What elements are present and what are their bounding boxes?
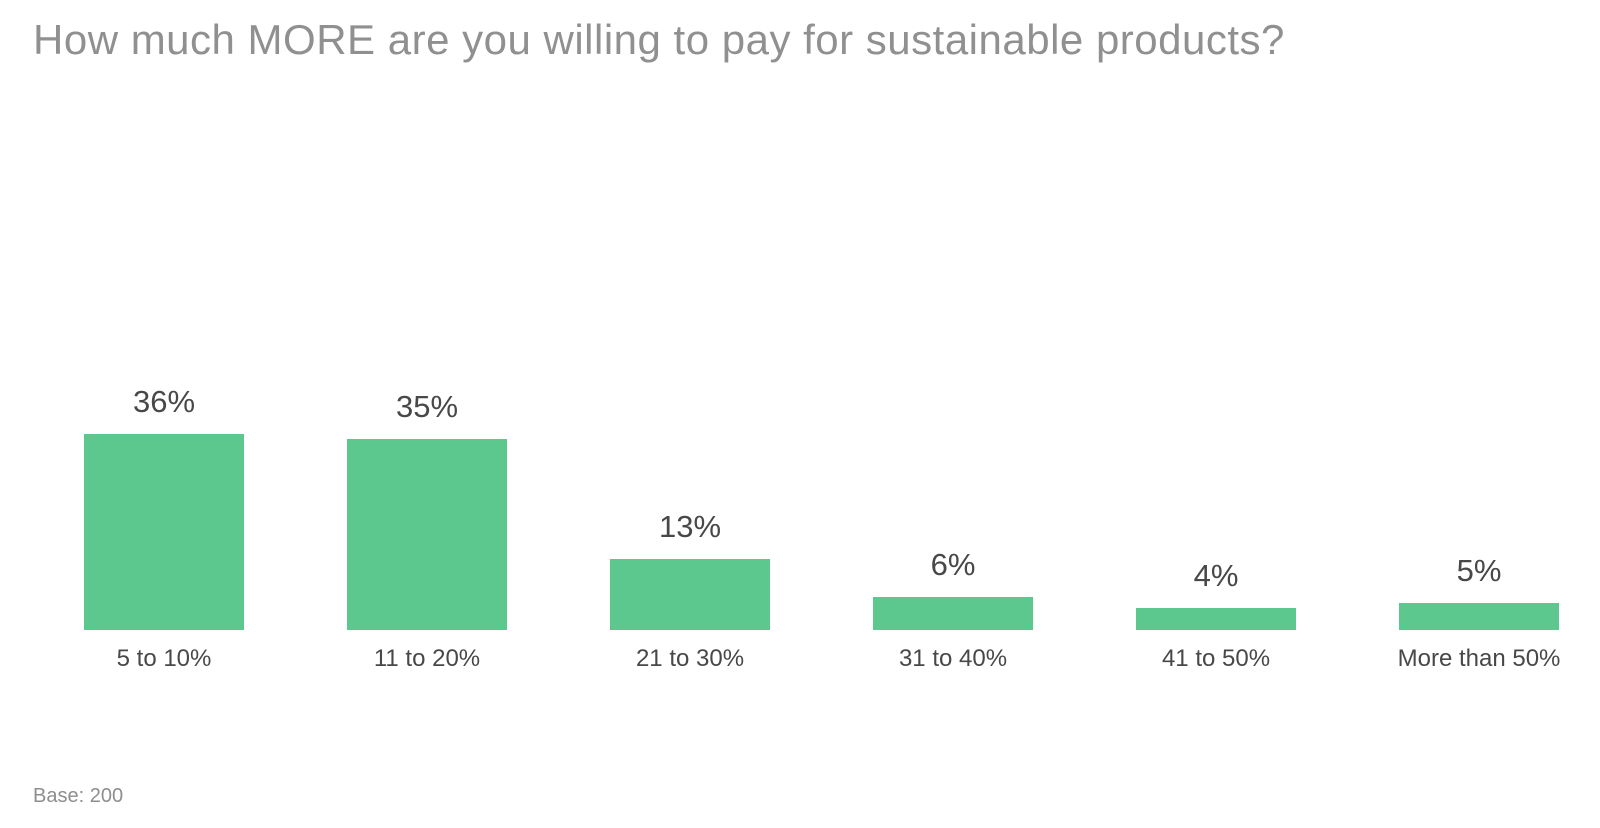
bar-column: 36% 5 to 10% (84, 384, 244, 672)
bar-category-label: More than 50% (1397, 645, 1561, 672)
bar (84, 434, 244, 630)
bar-value-label: 6% (930, 547, 976, 582)
chart-title: How much MORE are you willing to pay for… (33, 16, 1285, 63)
bar-category-label: 41 to 50% (1161, 645, 1271, 672)
bar-value-label: 35% (395, 389, 459, 424)
bar-category-label: 21 to 30% (635, 645, 745, 672)
bar-value-label: 4% (1193, 558, 1239, 593)
bar-category-label: 11 to 20% (373, 645, 481, 672)
bar (1399, 603, 1559, 630)
bar-column: 6% 31 to 40% (873, 547, 1033, 672)
bar (1136, 608, 1296, 630)
bar-column: 5% More than 50% (1398, 553, 1561, 672)
bar-column: 13% 21 to 30% (610, 509, 770, 672)
bar-chart: 36% 5 to 10% 35% 11 to 20% 13% 21 to 30% 6% 31 … (84, 384, 1561, 672)
base-note: Base: 200 (33, 785, 124, 807)
bar-value-label: 36% (132, 384, 196, 419)
bar (347, 439, 507, 630)
bar-column: 35% 11 to 20% (347, 389, 507, 672)
bar-value-label: 13% (658, 509, 722, 544)
bar-category-label: 31 to 40% (898, 645, 1008, 672)
bar (873, 597, 1033, 630)
bar-column: 4% 41 to 50% (1136, 558, 1296, 672)
bar (610, 559, 770, 630)
bar-category-label: 5 to 10% (116, 645, 212, 672)
bar-value-label: 5% (1456, 553, 1502, 588)
